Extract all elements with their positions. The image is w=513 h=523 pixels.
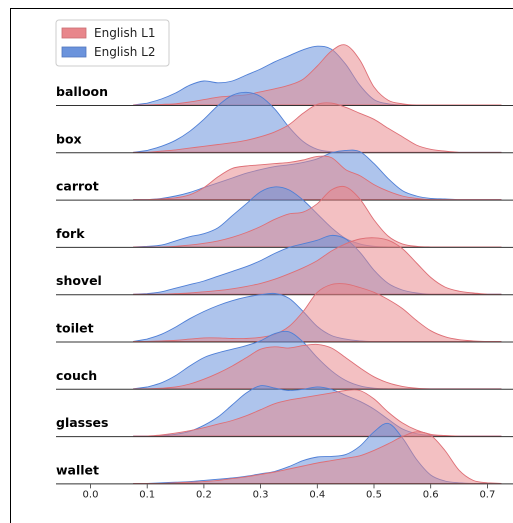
row-label-glasses: glasses [56,415,108,430]
row-label-fork: fork [56,226,85,241]
row-label-shovel: shovel [56,273,102,288]
row-glasses: glasses [56,386,513,437]
x-tick-label: 0.3 [253,489,269,500]
density-l1-glasses [133,390,501,436]
ridgeline-rows: balloon box carrot fork shovel toilet couch gla… [56,45,513,484]
row-label-balloon: balloon [56,84,108,99]
legend-swatch-l2 [62,47,86,57]
x-tick-label: 0.6 [423,489,439,500]
x-tick-label: 0.0 [83,489,99,500]
row-label-box: box [56,131,82,146]
row-fork: fork [56,186,513,247]
row-label-couch: couch [56,368,97,383]
legend: English L1 English L2 [56,20,169,66]
x-tick-label: 0.1 [139,489,155,500]
x-tick-label: 0.7 [479,489,495,500]
legend-label-l2: English L2 [94,45,155,59]
x-tick-label: 0.5 [366,489,382,500]
row-label-wallet: wallet [56,462,99,477]
x-tick-label: 0.2 [196,489,212,500]
row-label-toilet: toilet [56,321,94,336]
legend-swatch-l1 [62,28,86,38]
row-label-carrot: carrot [56,179,99,194]
legend-label-l1: English L1 [94,26,155,40]
x-axis-ticks: 0.0 0.1 0.2 0.3 0.4 0.5 0.6 0.7 [83,484,496,500]
x-tick-label: 0.4 [309,489,325,500]
